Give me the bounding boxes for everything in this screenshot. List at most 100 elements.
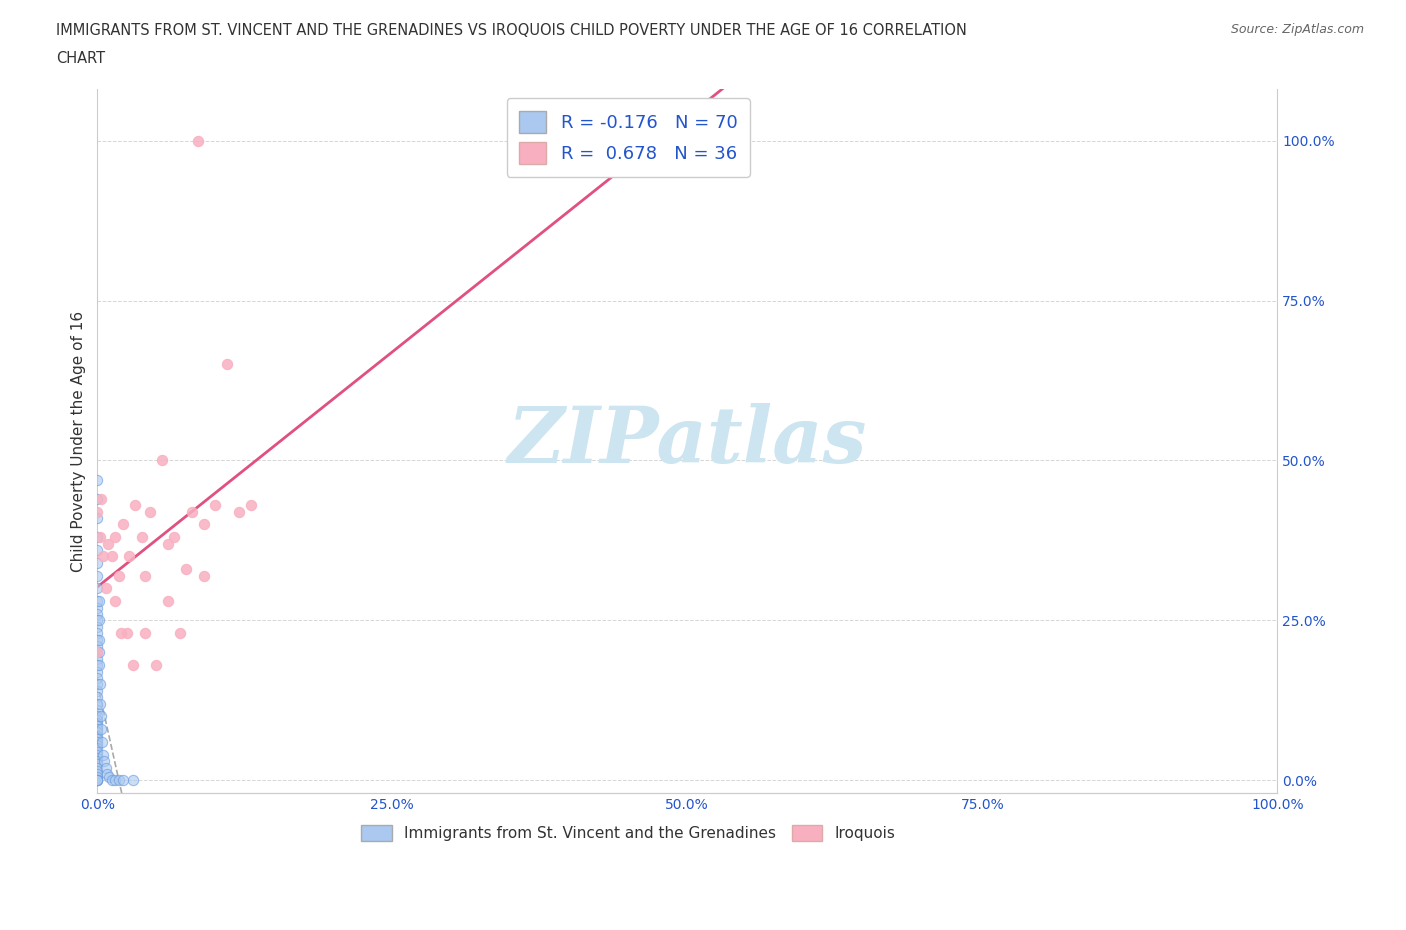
Point (86, 504, 108, 519)
Point (86, 472, 108, 487)
Point (107, 568, 129, 583)
Point (139, 504, 162, 519)
Point (187, 133, 209, 148)
Point (91, 735, 114, 750)
Point (228, 504, 250, 519)
Point (86, 696, 108, 711)
Point (112, 517, 135, 532)
Point (94, 581, 117, 596)
Point (86, 760, 108, 775)
Point (86, 748, 108, 763)
Point (86, 530, 108, 545)
Point (217, 357, 239, 372)
Point (87, 613, 110, 628)
Point (239, 498, 262, 512)
Point (86, 773, 108, 788)
Point (86, 757, 108, 772)
Point (86, 766, 108, 781)
Point (115, 626, 138, 641)
Point (193, 517, 215, 532)
Point (112, 773, 135, 788)
Text: Source: ZipAtlas.com: Source: ZipAtlas.com (1230, 23, 1364, 36)
Point (86, 741, 108, 756)
Point (86, 511, 108, 525)
Point (193, 568, 215, 583)
Point (86, 644, 108, 659)
Point (174, 562, 197, 577)
Point (86, 555, 108, 570)
Point (86, 744, 108, 759)
Point (86, 639, 108, 654)
Point (86, 728, 108, 743)
Point (104, 593, 127, 608)
Point (169, 626, 191, 641)
Point (86, 619, 108, 634)
Text: ZIPatlas: ZIPatlas (508, 403, 868, 480)
Point (86, 702, 108, 717)
Point (89, 696, 111, 711)
Point (86, 715, 108, 730)
Point (134, 626, 156, 641)
Point (86, 568, 108, 583)
Point (145, 658, 167, 672)
Point (90, 491, 112, 506)
Point (86, 632, 108, 647)
Point (86, 600, 108, 615)
Point (86, 664, 108, 679)
Point (86, 737, 108, 752)
Point (86, 751, 108, 765)
Point (89, 677, 111, 692)
Point (134, 568, 156, 583)
Point (86, 671, 108, 685)
Text: CHART: CHART (56, 51, 105, 66)
Y-axis label: Child Poverty Under the Age of 16: Child Poverty Under the Age of 16 (72, 311, 86, 572)
Point (86, 773, 108, 788)
Point (86, 753, 108, 768)
Point (86, 709, 108, 724)
Point (90, 709, 112, 724)
Point (86, 690, 108, 705)
Point (86, 770, 108, 785)
Point (87, 658, 110, 672)
Point (131, 530, 153, 545)
Point (107, 773, 129, 788)
Point (104, 773, 127, 788)
Point (97, 537, 120, 551)
Point (91, 748, 114, 763)
Point (163, 530, 186, 545)
Point (89, 530, 111, 545)
Text: IMMIGRANTS FROM ST. VINCENT AND THE GRENADINES VS IROQUOIS CHILD POVERTY UNDER T: IMMIGRANTS FROM ST. VINCENT AND THE GREN… (56, 23, 967, 38)
Point (100, 549, 122, 564)
Point (118, 549, 141, 564)
Point (87, 593, 110, 608)
Point (94, 760, 117, 775)
Point (204, 498, 226, 512)
Point (86, 606, 108, 621)
Point (86, 719, 108, 734)
Point (86, 684, 108, 698)
Point (86, 773, 108, 788)
Point (86, 542, 108, 557)
Point (93, 753, 115, 768)
Point (104, 530, 127, 545)
Point (96, 766, 118, 781)
Point (121, 773, 143, 788)
Point (100, 773, 122, 788)
Point (150, 453, 173, 468)
Point (121, 658, 143, 672)
Point (110, 626, 132, 641)
Point (157, 593, 180, 608)
Point (86, 677, 108, 692)
Legend: Immigrants from St. Vincent and the Grenadines, Iroquois: Immigrants from St. Vincent and the Gren… (354, 817, 903, 849)
Point (86, 724, 108, 739)
Point (86, 613, 108, 628)
Point (86, 626, 108, 641)
Point (86, 581, 108, 596)
Point (90, 722, 112, 737)
Point (124, 498, 146, 512)
Point (86, 644, 108, 659)
Point (180, 504, 202, 519)
Point (86, 593, 108, 608)
Point (86, 712, 108, 727)
Point (98, 770, 121, 785)
